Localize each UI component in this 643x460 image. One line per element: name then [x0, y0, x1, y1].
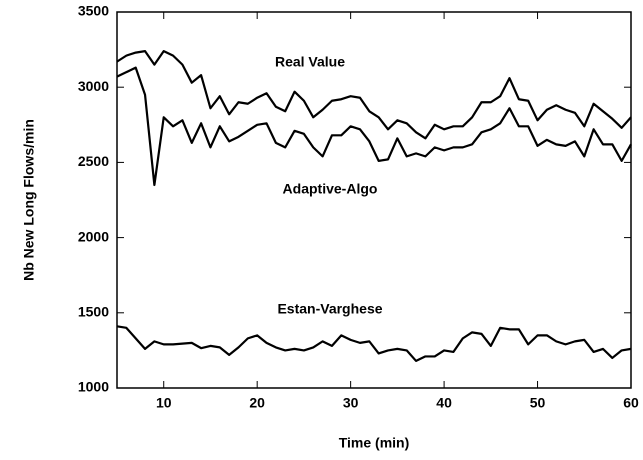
x-tick-label: 10 — [156, 395, 172, 411]
series-label: Adaptive-Algo — [283, 181, 378, 197]
x-tick-label: 60 — [623, 395, 639, 411]
x-tick-label: 40 — [436, 395, 452, 411]
y-tick-label: 1000 — [78, 379, 109, 395]
series-line — [116, 50, 632, 140]
y-tick-label: 2000 — [78, 228, 109, 244]
y-tick-label: 3500 — [78, 3, 109, 19]
x-tick-label: 30 — [343, 395, 359, 411]
x-tick-label: 50 — [530, 395, 546, 411]
y-tick-label: 3000 — [78, 78, 109, 94]
y-tick-label: 1500 — [78, 304, 109, 320]
series-line — [116, 325, 632, 363]
series-label: Estan-Varghese — [277, 301, 382, 317]
y-axis-label: Nb New Long Flows/min — [21, 119, 37, 281]
series-label: Real Value — [275, 54, 345, 70]
x-axis-label: Time (min) — [339, 435, 410, 451]
series-line — [116, 66, 632, 187]
y-tick-label: 2500 — [78, 153, 109, 169]
x-tick-label: 20 — [249, 395, 265, 411]
plot-frame — [116, 11, 632, 389]
